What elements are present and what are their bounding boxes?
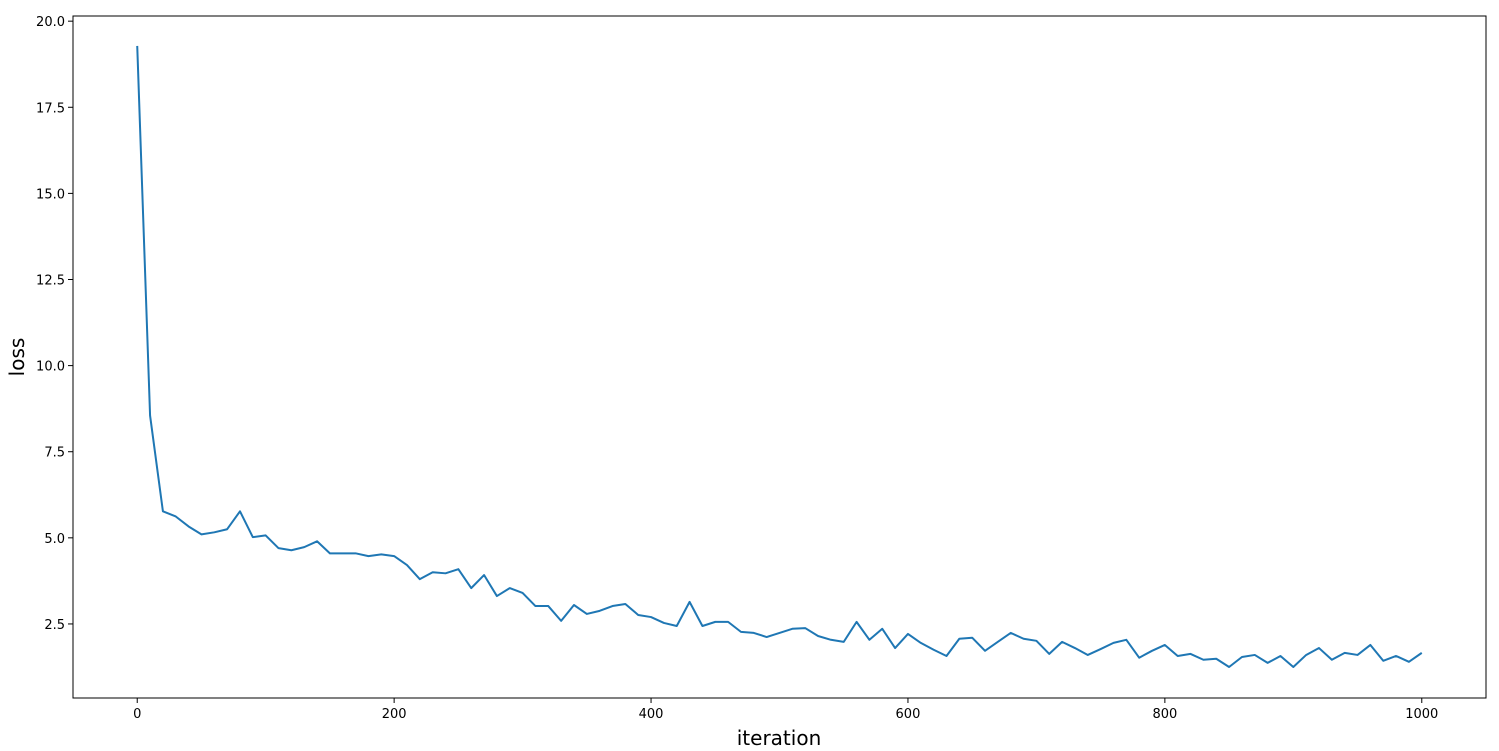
x-axis-label: iteration [737, 726, 822, 750]
y-tick-label: 7.5 [44, 446, 65, 461]
x-tick-label: 800 [1152, 707, 1177, 722]
y-axis-label: loss [5, 338, 29, 377]
axes-frame [72, 15, 1487, 699]
y-tick-label: 10.0 [36, 360, 65, 375]
x-tick-label: 1000 [1405, 707, 1438, 722]
y-tick-label: 15.0 [36, 187, 65, 202]
x-tick-label: 600 [896, 707, 921, 722]
y-tick-label: 17.5 [36, 101, 65, 116]
x-tick-label: 0 [133, 707, 141, 722]
x-tick-label: 200 [382, 707, 407, 722]
line [136, 45, 1423, 668]
y-tick-label: 2.5 [44, 618, 65, 633]
y-tick-label: 20.0 [36, 15, 65, 30]
y-tick-label: 12.5 [36, 274, 65, 289]
x-tick-label: 400 [639, 707, 664, 722]
y-tick-label: 5.0 [44, 532, 65, 547]
